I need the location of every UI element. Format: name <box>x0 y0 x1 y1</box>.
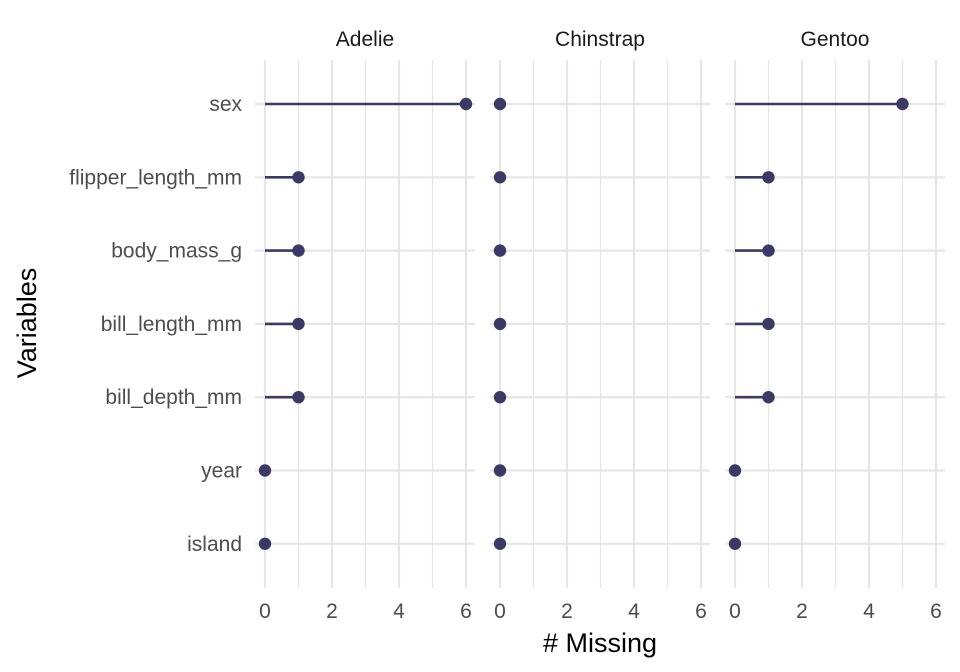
facet-label-adelie: Adelie <box>336 28 394 51</box>
y-tick-label: sex <box>209 93 242 116</box>
x-tick-label: 4 <box>393 600 405 623</box>
lollipop-point <box>762 171 775 184</box>
facet-panel-adelie: Adelie 0 2 4 6 <box>255 28 475 623</box>
x-tick-label: 0 <box>259 600 271 623</box>
lollipop-point <box>493 464 507 477</box>
facet-panels: Adelie 0 2 4 6 Chinstrap 0 2 4 6 Gentoo 0 2 4 6 <box>255 28 945 623</box>
y-axis-title: Variables <box>12 268 42 379</box>
x-tick-label: 4 <box>863 600 875 623</box>
x-tick-label: 6 <box>695 600 707 623</box>
facet-panel-chinstrap: Chinstrap 0 2 4 6 <box>490 28 710 623</box>
lollipop-point <box>493 97 507 111</box>
lollipop-point <box>728 464 742 477</box>
lollipop-point <box>292 171 305 184</box>
lollipop-point <box>258 464 272 477</box>
y-axis-tick-labels: sex flipper_length_mm body_mass_g bill_leng… <box>69 93 242 556</box>
x-tick-label: 2 <box>326 600 338 623</box>
lollipop-point <box>762 391 775 404</box>
x-tick-label: 6 <box>460 600 472 623</box>
y-tick-label: island <box>187 533 242 556</box>
y-tick-label: bill_length_mm <box>101 313 242 336</box>
y-tick-label: body_mass_g <box>111 240 242 263</box>
facet-label-gentoo: Gentoo <box>801 28 870 51</box>
lollipop-point <box>292 391 305 404</box>
lollipop-point <box>493 244 507 257</box>
lollipop-point <box>493 317 507 331</box>
facet-label-chinstrap: Chinstrap <box>555 28 645 51</box>
x-tick-label: 4 <box>628 600 640 623</box>
lollipop-point <box>459 97 473 111</box>
lollipop-point <box>896 97 909 111</box>
lollipop-point <box>762 317 775 331</box>
lollipop-point <box>258 537 272 550</box>
lollipop-point <box>493 171 507 184</box>
x-tick-label: 0 <box>729 600 741 623</box>
lollipop-point <box>493 391 507 404</box>
x-tick-label: 2 <box>561 600 573 623</box>
y-tick-label: bill_depth_mm <box>105 386 242 409</box>
lollipop-point <box>762 244 775 257</box>
facet-panel-gentoo: Gentoo 0 2 4 6 <box>725 28 945 623</box>
y-tick-label: flipper_length_mm <box>69 166 242 189</box>
lollipop-point <box>728 537 742 550</box>
lollipop-point <box>292 317 305 331</box>
x-tick-label: 0 <box>494 600 506 623</box>
x-axis-title: # Missing <box>543 628 657 658</box>
lollipop-point <box>292 244 305 257</box>
lollipop-point <box>493 537 507 550</box>
y-tick-label: year <box>201 460 242 483</box>
x-tick-label: 6 <box>930 600 942 623</box>
x-tick-label: 2 <box>796 600 808 623</box>
